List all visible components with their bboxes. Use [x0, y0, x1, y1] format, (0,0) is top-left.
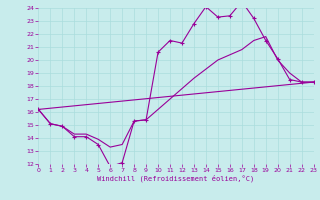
X-axis label: Windchill (Refroidissement éolien,°C): Windchill (Refroidissement éolien,°C)	[97, 175, 255, 182]
